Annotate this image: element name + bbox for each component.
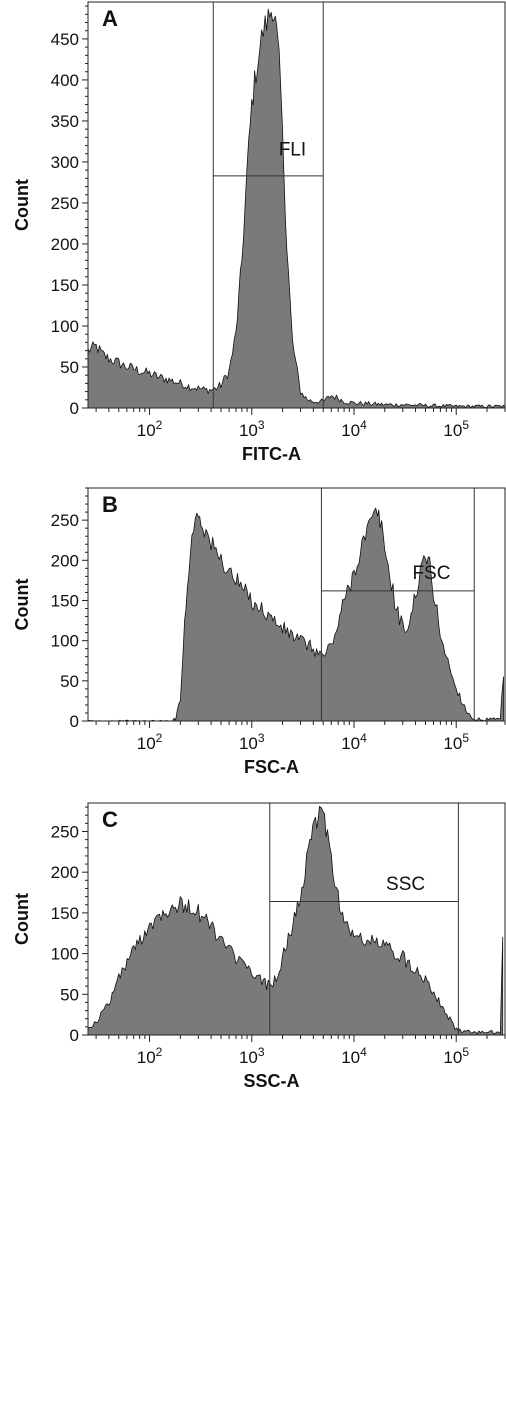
y-axis-title: Count <box>12 893 32 945</box>
y-tick-label: 300 <box>51 153 79 172</box>
y-tick-label: 200 <box>51 235 79 254</box>
x-tick-label: 103 <box>239 1045 265 1067</box>
y-tick-label: 150 <box>51 276 79 295</box>
y-tick-label: 250 <box>51 511 79 530</box>
y-axis-title: Count <box>12 579 32 631</box>
panel-letter: A <box>102 6 118 31</box>
y-tick-label: 200 <box>51 551 79 570</box>
y-tick-label: 250 <box>51 822 79 841</box>
histogram-series <box>87 805 504 1036</box>
x-tick-label: 102 <box>137 731 163 753</box>
y-tick-label: 150 <box>51 904 79 923</box>
panel-letter: C <box>102 807 118 832</box>
x-tick-label: 103 <box>239 731 265 753</box>
y-tick-label: 0 <box>70 1026 79 1045</box>
plot-frame <box>87 802 506 1036</box>
y-tick-label: 100 <box>51 317 79 336</box>
gate-label: FSC <box>412 563 450 584</box>
x-axis-title: FSC-A <box>244 757 299 777</box>
x-tick-label: 104 <box>341 1045 367 1067</box>
gate-label: SSC <box>386 874 425 895</box>
histogram-panel-b: FSC B 0 50 100 150 200 250 102 103 104 105 FSC-A Coun… <box>12 487 506 777</box>
histogram-panel-a: FLI A 0 50 100 150 200 250 300 350 400 450 102 103 104… <box>12 1 506 464</box>
histogram-series <box>87 507 504 722</box>
y-tick-label: 200 <box>51 863 79 882</box>
y-tick-label: 50 <box>60 985 79 1004</box>
x-tick-label: 105 <box>443 1045 469 1067</box>
x-tick-label: 102 <box>137 418 163 440</box>
x-axis-title: FITC-A <box>242 444 301 464</box>
x-tick-label: 104 <box>341 731 367 753</box>
y-tick-label: 0 <box>70 712 79 731</box>
y-tick-label: 100 <box>51 945 79 964</box>
y-tick-label: 150 <box>51 591 79 610</box>
y-tick-label: 50 <box>60 672 79 691</box>
y-tick-label: 50 <box>60 358 79 377</box>
plot-frame <box>87 487 506 722</box>
x-tick-label: 103 <box>239 418 265 440</box>
histogram-panel-c: SSC C 0 50 100 150 200 250 102 103 104 105 SSC-A Coun… <box>12 802 506 1091</box>
x-tick-label: 105 <box>443 731 469 753</box>
y-tick-label: 350 <box>51 112 79 131</box>
y-tick-label: 0 <box>70 399 79 418</box>
plot-frame <box>87 1 506 409</box>
gate-label: FLI <box>279 140 306 161</box>
y-tick-label: 400 <box>51 71 79 90</box>
y-tick-label: 250 <box>51 194 79 213</box>
x-tick-label: 105 <box>443 418 469 440</box>
y-tick-label: 100 <box>51 632 79 651</box>
y-axis-title: Count <box>12 179 32 231</box>
histogram-series <box>87 8 506 409</box>
x-tick-label: 102 <box>137 1045 163 1067</box>
x-axis-title: SSC-A <box>243 1071 299 1091</box>
x-tick-label: 104 <box>341 418 367 440</box>
y-tick-label: 450 <box>51 30 79 49</box>
panel-letter: B <box>102 492 118 517</box>
